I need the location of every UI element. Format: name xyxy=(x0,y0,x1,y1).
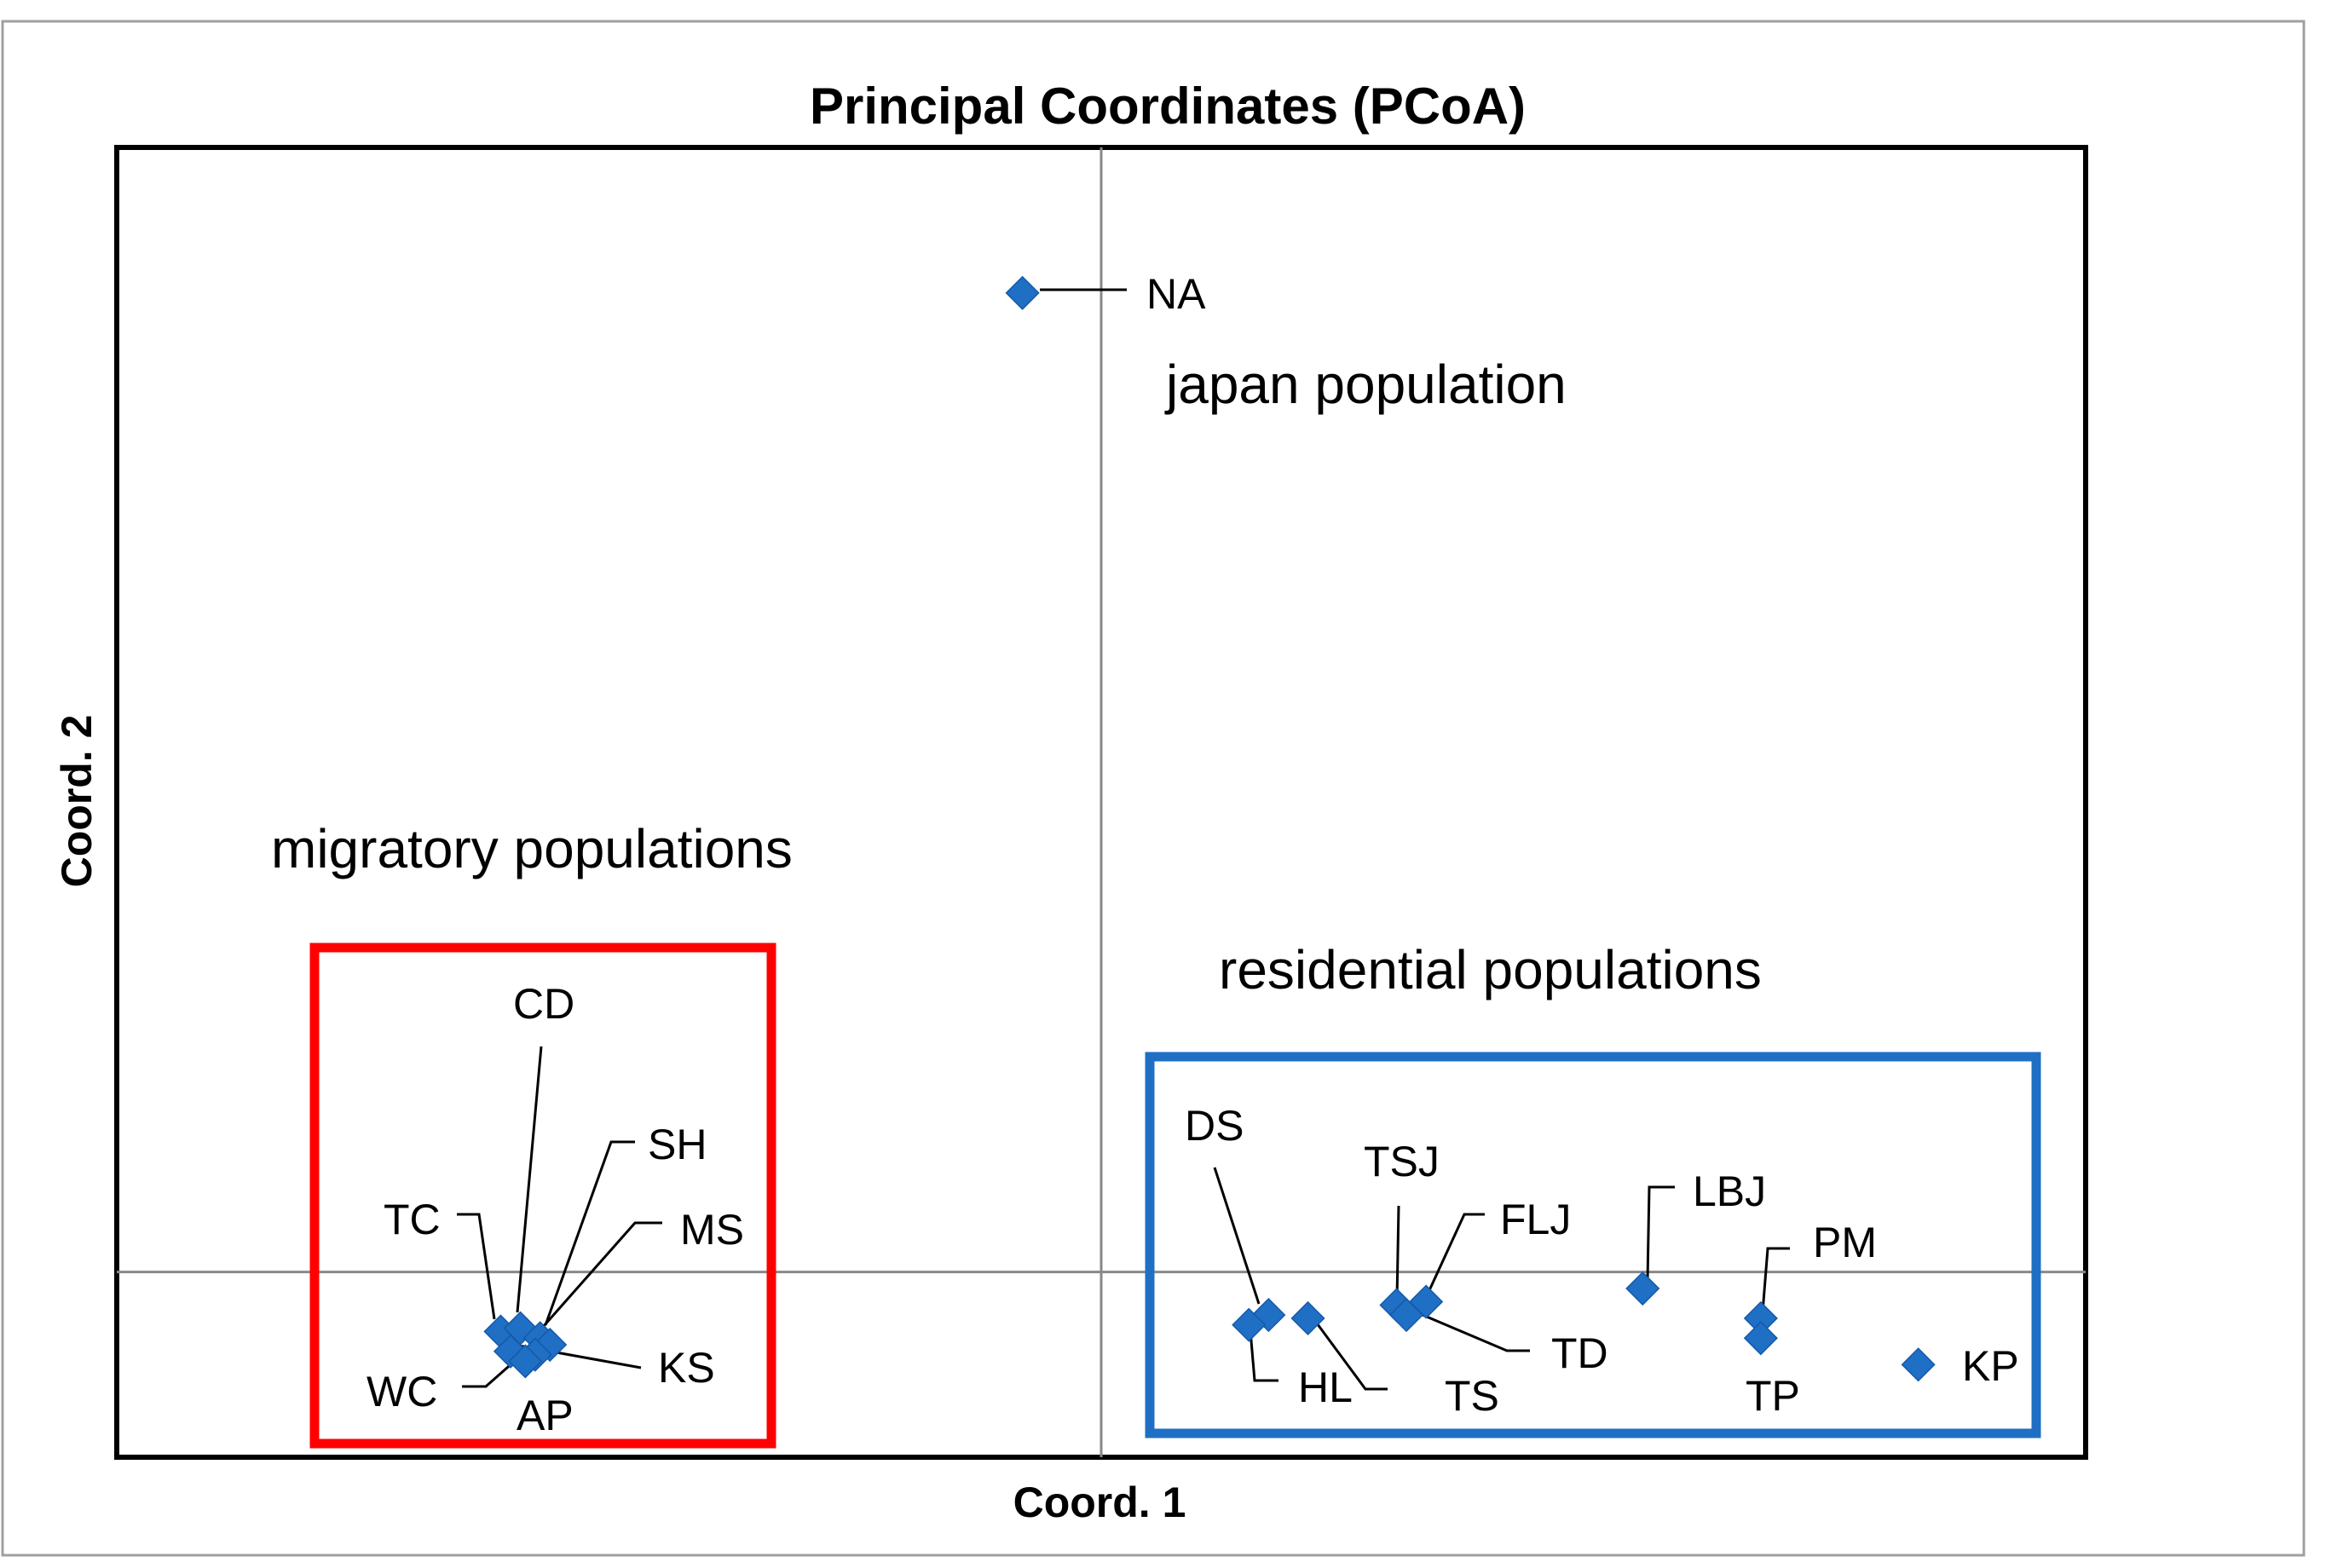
point-labels: NA TC CD SH MS WC KS AP DS HL TS TSJ FLJ TD LBJ PM TP KP xyxy=(367,270,2019,1439)
point-label-ms: MS xyxy=(680,1206,744,1254)
point-ts xyxy=(1290,1300,1325,1336)
point-wc xyxy=(493,1334,528,1369)
leader-flj xyxy=(1423,1213,1485,1300)
group-box-residential xyxy=(1145,1052,2041,1438)
point-flj xyxy=(1409,1284,1444,1319)
leader-ts xyxy=(1311,1317,1388,1391)
point-label-tp: TP xyxy=(1746,1372,1800,1420)
point-kp xyxy=(1901,1347,1936,1382)
point-label-ks: KS xyxy=(658,1344,715,1392)
point-lbj xyxy=(1625,1271,1660,1306)
point-label-td: TD xyxy=(1551,1329,1608,1377)
leader-pm xyxy=(1761,1247,1790,1313)
group-box-migratory xyxy=(309,943,776,1449)
point-label-sh: SH xyxy=(648,1121,707,1168)
point-tp xyxy=(1743,1321,1778,1356)
point-label-flj: FLJ xyxy=(1500,1196,1571,1243)
point-label-ds: DS xyxy=(1185,1102,1244,1150)
point-label-hl: HL xyxy=(1298,1363,1353,1411)
point-label-cd: CD xyxy=(513,980,574,1028)
point-na xyxy=(1005,275,1040,310)
leader-tsj xyxy=(1395,1205,1400,1300)
x-axis-label: Coord. 1 xyxy=(1013,1479,1186,1526)
point-label-pm: PM xyxy=(1813,1219,1877,1266)
zero-axis-lines xyxy=(117,147,2086,1457)
group-label-japan: japan population xyxy=(1164,354,1567,415)
point-label-kp: KP xyxy=(1962,1342,2019,1390)
point-label-ts: TS xyxy=(1445,1372,1499,1420)
leader-tc xyxy=(457,1213,496,1320)
group-label-migratory: migratory populations xyxy=(271,818,793,879)
point-ap xyxy=(508,1344,543,1379)
group-boxes xyxy=(309,943,2041,1449)
group-labels: japan population migratory populations r… xyxy=(271,354,1762,1000)
point-label-tc: TC xyxy=(384,1196,441,1243)
point-label-ap: AP xyxy=(517,1392,574,1439)
point-label-tsj: TSJ xyxy=(1364,1138,1440,1185)
leader-hl xyxy=(1248,1320,1278,1382)
leader-ms xyxy=(535,1221,662,1335)
point-td xyxy=(1388,1298,1424,1333)
chart-title: Principal Coordinates (PCoA) xyxy=(810,78,1526,135)
point-label-lbj: LBJ xyxy=(1693,1167,1766,1215)
point-ms xyxy=(533,1327,568,1363)
leader-cd xyxy=(516,1046,543,1313)
leader-ds xyxy=(1213,1167,1261,1305)
group-label-residential: residential populations xyxy=(1219,939,1762,1000)
point-label-na: NA xyxy=(1146,270,1206,318)
leader-lbj xyxy=(1646,1185,1675,1281)
point-hl xyxy=(1232,1307,1267,1342)
y-axis-label: Coord. 2 xyxy=(53,715,101,888)
leader-sh xyxy=(544,1140,635,1326)
data-points xyxy=(483,275,1936,1382)
point-label-wc: WC xyxy=(367,1368,437,1415)
leader-td xyxy=(1405,1306,1530,1352)
